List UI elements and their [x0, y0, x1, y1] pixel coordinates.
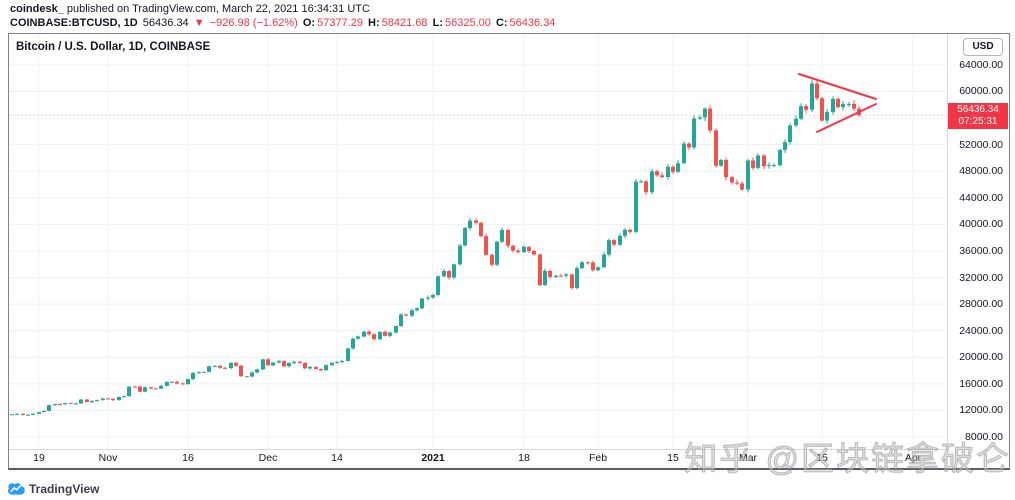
high-label: H:	[368, 17, 380, 29]
published-line: coindesk_ published on TradingView.com, …	[10, 3, 557, 16]
tradingview-footer[interactable]: TradingView	[8, 482, 99, 496]
price-tick-label: 36000.00	[959, 245, 1003, 257]
published-text: published on TradingView.com, March 22, …	[63, 3, 370, 15]
low-value: 56325.00	[444, 17, 491, 29]
author-name: coindesk_	[10, 3, 64, 15]
price-tick-label: 32000.00	[959, 272, 1003, 284]
time-tick-label: 18	[518, 452, 530, 464]
price-tick-label: 8000.00	[965, 431, 1003, 443]
tradingview-logo-icon	[8, 483, 25, 495]
price-tick-label: 20000.00	[959, 351, 1003, 363]
price-tick-label: 24000.00	[959, 325, 1003, 337]
candlestick-chart	[9, 34, 948, 451]
quote-line: COINBASE:BTCUSD, 1D 56436.34 ▼ −926.98 (…	[10, 17, 557, 30]
low-label: L:	[432, 17, 443, 29]
last-price-tag-value: 56436.34	[957, 104, 999, 115]
tradingview-brand-text: TradingView	[29, 482, 100, 496]
price-chart[interactable]: Bitcoin / U.S. Dollar, 1D, COINBASE	[9, 34, 948, 451]
time-tick-label: 14	[331, 452, 343, 464]
price-tick-label: 28000.00	[959, 298, 1003, 310]
open-value: 57377.29	[317, 17, 363, 29]
open-label: O:	[302, 17, 316, 29]
chart-pane: Bitcoin / U.S. Dollar, 1D, COINBASE USD …	[8, 33, 1010, 470]
symbol-label: COINBASE:BTCUSD, 1D	[10, 17, 138, 29]
price-tick-label: 48000.00	[959, 165, 1003, 177]
zhihu-watermark: 知乎 @区块链拿破仑	[684, 440, 1011, 478]
price-tick-label: 64000.00	[959, 59, 1003, 71]
last-price-tag: 56436.34 07:25:31	[948, 103, 1008, 129]
bar-countdown: 07:25:31	[958, 116, 998, 127]
time-tick-label: 2021	[421, 452, 445, 464]
down-arrow-icon: ▼	[193, 17, 205, 29]
last-price: 56436.34	[142, 17, 189, 29]
price-change: −926.98 (−1.62%)	[209, 17, 298, 29]
time-tick-label: Mar	[738, 452, 758, 464]
high-value: 58421.68	[381, 17, 428, 29]
close-label: C:	[495, 17, 508, 29]
time-tick-label: Feb	[588, 452, 608, 464]
time-tick-label: 16	[182, 452, 194, 464]
price-axis[interactable]: USD 64000.00 60000.00 52000.00 48000.00 4400…	[947, 34, 1009, 451]
currency-toggle-button[interactable]: USD	[963, 38, 1003, 56]
time-tick-label: 19	[33, 452, 45, 464]
price-tick-label: 40000.00	[959, 218, 1003, 230]
price-tick-label: 16000.00	[959, 378, 1003, 390]
close-value: 56436.34	[509, 17, 556, 29]
price-tick-label: 60000.00	[959, 85, 1003, 97]
time-tick-label: 15	[667, 452, 679, 464]
price-tick-label: 12000.00	[959, 404, 1003, 416]
time-tick-label: 15	[816, 452, 828, 464]
time-tick-label: Apr	[904, 452, 922, 464]
time-tick-label: Nov	[98, 452, 118, 464]
snapshot-header: coindesk_ published on TradingView.com, …	[10, 3, 557, 30]
time-axis[interactable]: 19 Nov 16 Dec 14 2021 18 Feb 15 Mar 15 Apr	[9, 449, 948, 468]
chart-title: Bitcoin / U.S. Dollar, 1D, COINBASE	[16, 41, 211, 53]
time-tick-label: Dec	[258, 452, 278, 464]
price-tick-label: 52000.00	[959, 139, 1003, 151]
price-tick-label: 44000.00	[959, 192, 1003, 204]
